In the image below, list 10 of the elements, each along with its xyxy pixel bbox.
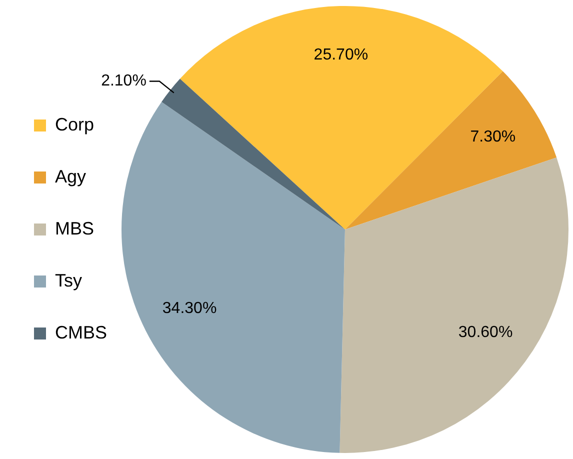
data-label: 2.10% [101,72,146,90]
data-label: 7.30% [470,128,516,146]
legend-label: Agy [55,166,86,186]
data-label: 30.60% [458,324,513,342]
legend-label: Corp [55,114,94,134]
legend-label: CMBS [55,322,108,342]
data-label: 25.70% [314,46,368,64]
legend-label: Tsy [55,270,82,290]
data-label: 34.30% [162,300,217,317]
legend-label: MBS [55,218,94,238]
